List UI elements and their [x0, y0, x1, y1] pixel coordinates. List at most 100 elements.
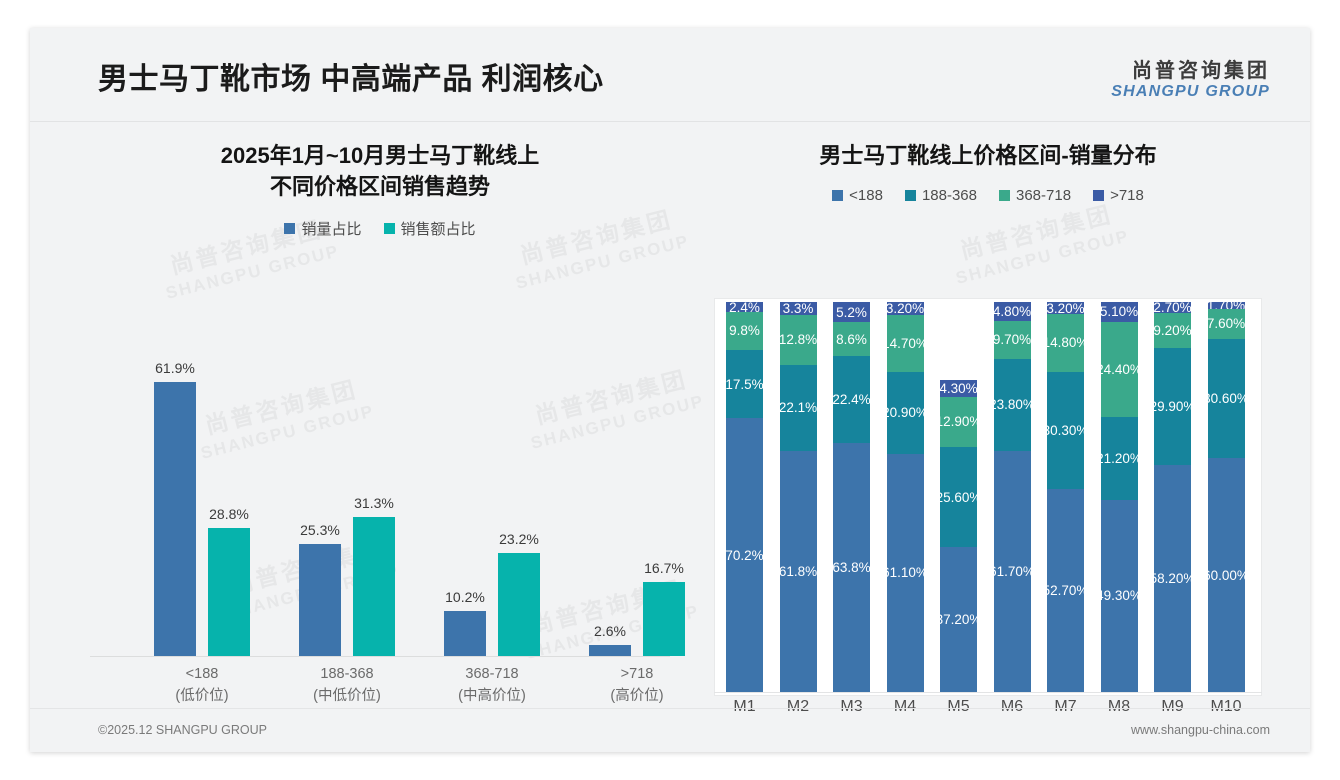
stacked-segment[interactable]: 9.70%: [993, 320, 1031, 359]
grouped-bar-plot-area: 61.9% 28.8% 25.3% 31.3% 10.2% 23.2% 2.6% 16.7%: [90, 316, 685, 656]
stacked-segment[interactable]: 30.60%: [1203, 338, 1249, 458]
segment-value-label: 7.60%: [1206, 316, 1246, 332]
legend-item-left-1[interactable]: 销售额占比: [383, 218, 476, 239]
legend-item-right-3[interactable]: >718: [1093, 187, 1144, 204]
segment-value-label: 5.10%: [1099, 304, 1139, 320]
slide-footer: ©2025.12 SHANGPU GROUP www.shangpu-china…: [30, 708, 1310, 752]
stacked-segment[interactable]: 63.8%: [832, 443, 871, 692]
stacked-segment[interactable]: 4.30%: [939, 380, 978, 397]
bar-rect[interactable]: [208, 528, 250, 656]
stacked-segment[interactable]: 25.60%: [936, 447, 981, 547]
bar-rect[interactable]: [154, 381, 196, 656]
category-tier: (高价位): [610, 687, 664, 704]
stacked-segment[interactable]: 30.30%: [1043, 371, 1088, 489]
segment-value-label: 3.20%: [885, 301, 925, 317]
stacked-segment[interactable]: 17.5%: [725, 349, 764, 419]
month-label: M6: [1000, 698, 1024, 715]
stacked-segment[interactable]: 61.10%: [882, 453, 928, 692]
stacked-bar-column[interactable]: 1.70% 7.60% 30.60% 60.00%: [1203, 298, 1249, 692]
stacked-bar-column[interactable]: 4.80% 9.70% 23.80% 61.70%: [989, 302, 1035, 692]
left-chart-category-labels: <188 (低价位) 188-368 (中低价位) 368-718 (中高价位) >718 (…: [90, 664, 670, 724]
stacked-segment[interactable]: 3.20%: [885, 301, 925, 317]
bar-rect[interactable]: [444, 610, 486, 656]
stacked-bar-column[interactable]: 5.2% 8.6% 22.4% 63.8%: [832, 302, 871, 692]
stacked-segment[interactable]: 21.20%: [1096, 417, 1142, 500]
stacked-segment[interactable]: 5.2%: [833, 302, 870, 323]
stacked-segment[interactable]: 9.8%: [726, 311, 763, 350]
bar-item[interactable]: 23.2%: [498, 316, 540, 656]
bar-rect[interactable]: [643, 582, 685, 656]
stacked-segment[interactable]: 60.00%: [1203, 458, 1249, 692]
stacked-segment[interactable]: 29.90%: [1150, 348, 1195, 466]
legend-label: >718: [1110, 187, 1144, 205]
bar-rect[interactable]: [498, 553, 540, 656]
stacked-segment[interactable]: 61.70%: [989, 451, 1035, 692]
bar-rect[interactable]: [589, 644, 631, 656]
segment-value-label: 22.4%: [832, 392, 871, 407]
stacked-segment[interactable]: 70.2%: [725, 418, 764, 692]
bar-rect[interactable]: [299, 543, 341, 656]
chart-panel-sales-trend: 2025年1月~10月男士马丁靴线上 不同价格区间销售趋势 销量占比 销售额占比 …: [70, 140, 690, 710]
slide-header: 男士马丁靴市场 中高端产品 利润核心 尚普咨询集团 SHANGPU GROUP: [30, 28, 1310, 122]
bar-item[interactable]: 28.8%: [208, 316, 250, 656]
right-chart-x-axis: [714, 692, 1262, 693]
stacked-segment[interactable]: 12.90%: [936, 396, 981, 448]
segment-value-label: 60.00%: [1203, 567, 1249, 583]
stacked-segment[interactable]: 14.80%: [1043, 314, 1088, 372]
stacked-segment[interactable]: 49.30%: [1096, 499, 1142, 692]
stacked-segment[interactable]: 5.10%: [1099, 302, 1139, 322]
stacked-segment[interactable]: 3.20%: [1046, 301, 1084, 316]
segment-value-label: 30.30%: [1042, 422, 1089, 438]
bar-rect[interactable]: [353, 517, 395, 656]
bar-item[interactable]: 31.3%: [353, 316, 395, 656]
legend-item-right-2[interactable]: 368-718: [999, 187, 1071, 204]
category-range: 368-718: [465, 666, 519, 682]
bar-item[interactable]: 10.2%: [444, 316, 486, 656]
stacked-segment[interactable]: 2.4%: [726, 300, 763, 315]
stacked-segment[interactable]: 9.20%: [1153, 312, 1192, 349]
stacked-bar-column[interactable]: 5.10% 24.40% 21.20% 49.30%: [1096, 302, 1142, 692]
left-chart-title: 2025年1月~10月男士马丁靴线上 不同价格区间销售趋势: [220, 143, 540, 200]
bar-item[interactable]: 16.7%: [643, 316, 685, 656]
category-range: <188: [185, 666, 219, 682]
stacked-segment[interactable]: 22.4%: [832, 355, 871, 444]
month-label: M1: [733, 698, 756, 715]
month-label: M9: [1161, 698, 1184, 715]
stacked-bar-column[interactable]: 2.70% 9.20% 29.90% 58.20%: [1150, 300, 1195, 692]
stacked-segment[interactable]: 1.70%: [1207, 298, 1245, 313]
stacked-segment[interactable]: 58.20%: [1150, 465, 1195, 692]
stacked-segment[interactable]: 23.80%: [989, 358, 1035, 452]
legend-item-left-0[interactable]: 销量占比: [284, 218, 362, 239]
stacked-bar-column[interactable]: 4.30% 12.90% 25.60% 37.20%: [936, 302, 981, 692]
legend-swatch-icon: [383, 223, 395, 235]
stacked-bar-column[interactable]: 3.20% 14.70% 20.90% 61.10%: [882, 301, 928, 692]
stacked-segment[interactable]: 4.80%: [993, 302, 1031, 321]
chart-panel-price-band-distribution: 男士马丁靴线上价格区间-销量分布 <188 188-368 368-718 >718 …: [698, 140, 1278, 715]
stacked-segment[interactable]: 24.40%: [1096, 321, 1142, 418]
bar-item[interactable]: 61.9%: [154, 316, 196, 656]
stacked-segment[interactable]: 37.20%: [936, 546, 981, 692]
legend-item-right-1[interactable]: 188-368: [904, 187, 977, 204]
stacked-segment[interactable]: 12.8%: [779, 314, 817, 365]
stacked-segment[interactable]: 20.90%: [882, 372, 928, 454]
stacked-segment[interactable]: 3.3%: [779, 301, 817, 316]
stacked-segment[interactable]: 14.70%: [882, 314, 928, 373]
stacked-segment[interactable]: 61.8%: [779, 450, 817, 692]
legend-swatch-icon: [284, 223, 296, 235]
bar-item[interactable]: 2.6%: [589, 316, 631, 656]
stacked-bar-column[interactable]: 3.3% 12.8% 22.1% 61.8%: [779, 301, 817, 692]
month-label: M5: [947, 698, 970, 715]
stacked-bar-column[interactable]: 2.4% 9.8% 17.5% 70.2%: [725, 300, 764, 692]
bar-item[interactable]: 25.3%: [299, 316, 341, 656]
stacked-segment[interactable]: 52.70%: [1043, 488, 1088, 692]
stacked-segment[interactable]: 2.70%: [1153, 300, 1191, 315]
legend-item-right-0[interactable]: <188: [832, 187, 883, 204]
month-label: M3: [840, 698, 863, 715]
website-link[interactable]: www.shangpu-china.com: [1131, 723, 1270, 737]
stacked-bar-column[interactable]: 3.20% 14.80% 30.30% 52.70%: [1043, 301, 1088, 692]
right-chart-legend: <188 188-368 368-718 >718: [698, 187, 1278, 204]
stacked-segment[interactable]: 22.1%: [779, 364, 817, 451]
brand-logo: 尚普咨询集团 SHANGPU GROUP: [1111, 60, 1270, 101]
stacked-segment[interactable]: 8.6%: [833, 322, 870, 356]
stacked-segment[interactable]: 7.60%: [1206, 309, 1246, 339]
